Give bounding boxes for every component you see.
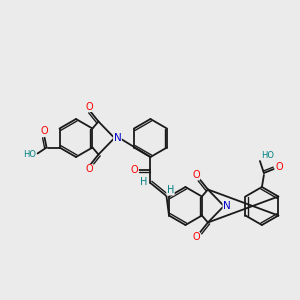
Text: O: O [85,164,93,175]
Text: HO: HO [23,150,36,159]
Text: N: N [223,201,231,211]
Text: H: H [140,177,147,187]
Text: O: O [85,101,93,112]
Text: O: O [130,165,138,175]
Text: H: H [167,185,174,195]
Text: O: O [275,162,283,172]
Text: O: O [192,169,200,179]
Text: N: N [114,133,121,143]
Text: HO: HO [261,152,274,160]
Text: O: O [41,127,48,136]
Text: O: O [192,232,200,242]
